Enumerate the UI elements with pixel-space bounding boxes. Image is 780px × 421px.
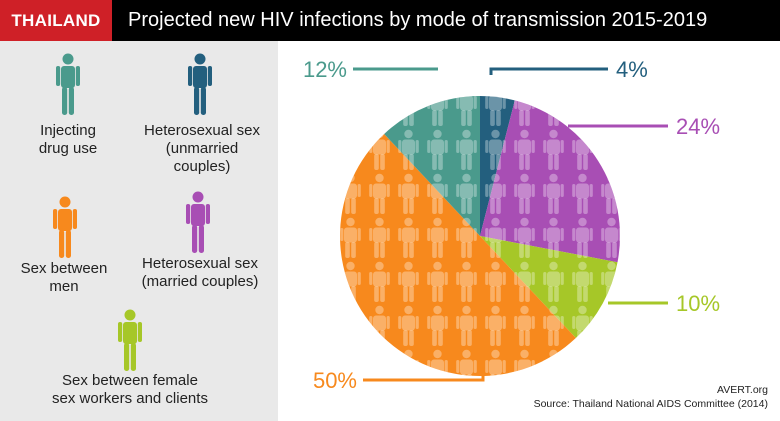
legend-icon-heterosexual-married <box>186 191 210 253</box>
header-bar: THAILAND Projected new HIV infections by… <box>0 0 780 41</box>
legend-label-sex-between-men: Sex between men <box>20 260 108 295</box>
callout-line-sex-between-men <box>363 366 485 382</box>
legend-label-sex-workers: Sex between female sex workers and client… <box>52 372 208 407</box>
country-tag: THAILAND <box>0 0 112 41</box>
credit-source: Source: Thailand National AIDS Committee… <box>533 398 768 410</box>
legend-icon-sex-between-men <box>53 196 77 258</box>
legend-label-injecting-drug-use: Injecting drug use <box>38 122 98 157</box>
legend-icon-injecting-drug-use <box>56 53 80 115</box>
pie-slice-pattern-sex-between-men <box>340 133 576 376</box>
chart-title: Projected new HIV infections by mode of … <box>128 9 708 31</box>
callout-line-heterosexual-sex-unmarried-couples- <box>489 67 608 75</box>
pie-slice-pattern-injecting-drug-use <box>384 96 480 236</box>
pie-chart: 4% 24% 10% 50% 12% <box>303 57 720 393</box>
pie-slice-pattern-sex-between-female-sex-workers-and-clients <box>480 236 618 339</box>
data-label-injecting-drug-use: 12% <box>303 57 347 82</box>
data-label-sex-between-female-sex-workers-and-clients: 10% <box>676 291 720 316</box>
data-label-heterosexual-sex-unmarried-couples-: 4% <box>616 57 648 82</box>
legend-icon-sex-workers <box>118 309 142 371</box>
legend-label-heterosexual-married: Heterosexual sex (married couples) <box>141 255 259 290</box>
pie-slice-pattern-heterosexual-sex-married-couples- <box>480 100 620 263</box>
pie-slice-pattern-heterosexual-sex-unmarried-couples- <box>480 96 515 236</box>
legend-panel: Injecting drug use Heterosexual sex (unmar… <box>0 41 278 421</box>
legend-label-heterosexual-unmarried: Heterosexual sex (unmarried couples) <box>144 122 260 175</box>
legend-icon-heterosexual-unmarried <box>188 53 212 115</box>
credit-org: AVERT.org <box>717 384 768 396</box>
data-label-heterosexual-sex-married-couples-: 24% <box>676 114 720 139</box>
data-label-sex-between-men: 50% <box>313 368 357 393</box>
